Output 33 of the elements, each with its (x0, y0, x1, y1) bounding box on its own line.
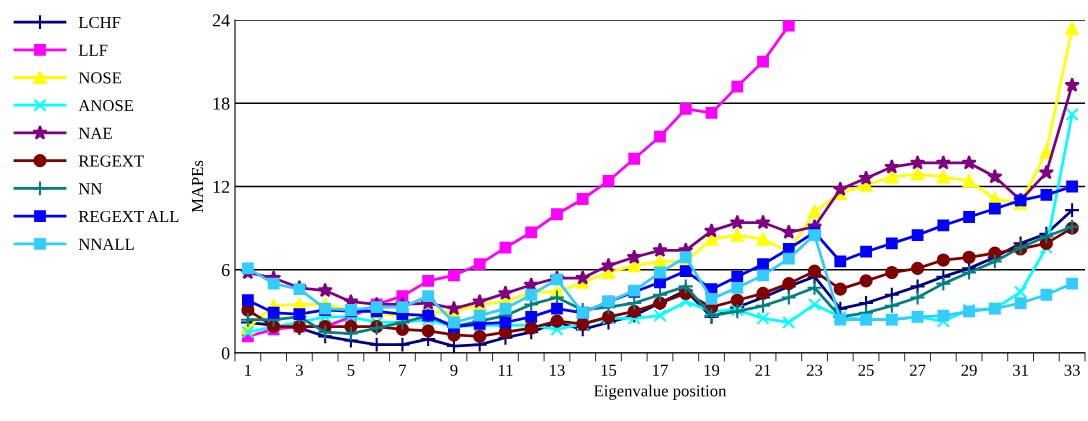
y-tick-label: 6 (221, 264, 230, 277)
x-tick-label: 5 (347, 364, 355, 376)
x-tick-label: 25 (858, 364, 874, 376)
x-tick-label: 11 (498, 364, 513, 376)
x-tick-label: 33 (1064, 364, 1080, 376)
y-tick-label: 0 (221, 347, 230, 360)
legend-label: LCHF (78, 16, 121, 29)
legend-label: LLF (78, 44, 108, 56)
x-tick-label: 15 (601, 364, 617, 376)
x-tick-label: 7 (399, 364, 407, 376)
x-tick-label: 13 (550, 364, 565, 376)
x-tick-label: 27 (909, 364, 926, 376)
x-axis-title: Eigenvalue position (594, 384, 727, 400)
x-tick-label: 21 (755, 364, 771, 376)
y-tick-label: 24 (212, 14, 230, 27)
x-tick-label: 23 (806, 364, 823, 376)
legend-label: ANOSE (78, 100, 134, 112)
x-tick-label: 1 (245, 364, 252, 376)
legend-label: NOSE (78, 72, 122, 84)
x-tick-label: 17 (653, 364, 668, 376)
legend-label: NAE (78, 127, 112, 139)
legend-label: NN (78, 183, 103, 195)
y-tick-label: 12 (213, 180, 230, 193)
x-tick-label: 9 (450, 364, 458, 376)
x-tick-label: 29 (961, 364, 977, 376)
y-tick-label: 18 (213, 97, 230, 110)
x-tick-label: 31 (1013, 364, 1028, 376)
legend-label: REGEXT (78, 155, 144, 167)
legend-label: REGEXT ALL (78, 210, 179, 223)
y-axis-title: MAPEs (191, 160, 204, 213)
x-tick-label: 3 (296, 364, 303, 376)
x-tick-label: 19 (704, 364, 720, 376)
legend-label: NNALL (78, 238, 134, 250)
